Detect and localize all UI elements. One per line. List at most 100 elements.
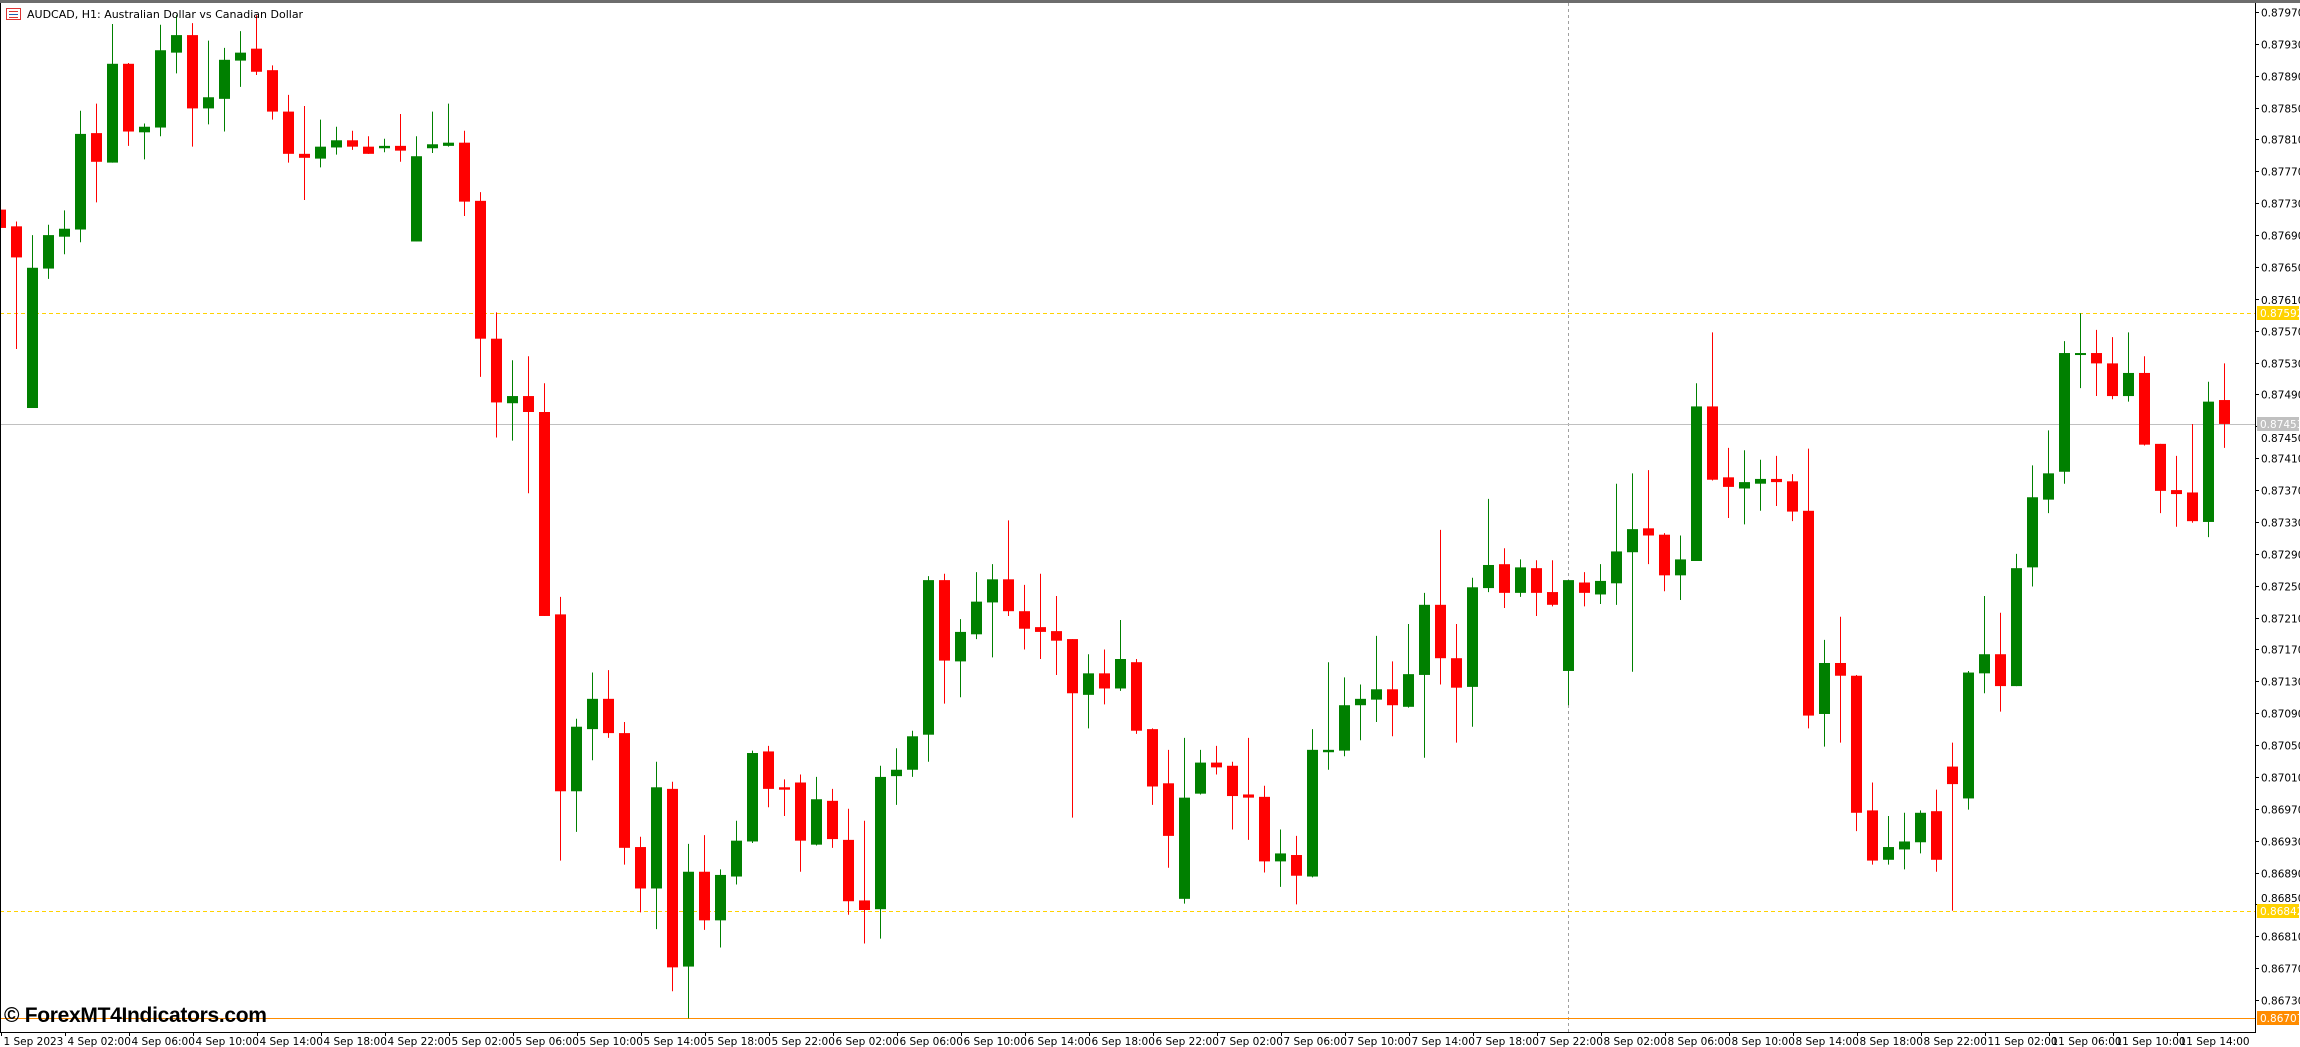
time-tick-label: 5 Sep 22:00 bbox=[772, 1036, 835, 1047]
candle-body bbox=[2059, 353, 2070, 472]
time-tick-label: 5 Sep 10:00 bbox=[580, 1036, 643, 1047]
bull-candle bbox=[1275, 829, 1286, 887]
time-axis[interactable]: 1 Sep 2023 4 Sep 02:00 4 Sep 06:00 4 Sep 10… bbox=[1, 1032, 2250, 1047]
candle-body bbox=[1563, 580, 1574, 671]
bear-candle bbox=[187, 23, 198, 147]
bull-candle bbox=[1083, 654, 1094, 729]
bear-candle bbox=[2155, 443, 2166, 514]
bull-candle bbox=[875, 765, 886, 939]
candle-body bbox=[2043, 473, 2054, 500]
bull-candle bbox=[1755, 459, 1766, 511]
candle-body bbox=[859, 900, 870, 910]
candle-body bbox=[2075, 353, 2086, 356]
candle-body bbox=[1851, 675, 1862, 813]
time-tick-label: 6 Sep 18:00 bbox=[1092, 1036, 1155, 1047]
candle-body bbox=[1275, 853, 1286, 862]
candle-body bbox=[1083, 673, 1094, 695]
bear-candle bbox=[1163, 749, 1174, 868]
bull-candle bbox=[731, 820, 742, 885]
bear-candle bbox=[859, 820, 870, 944]
bear-candle bbox=[1643, 470, 1654, 565]
bull-candle bbox=[955, 619, 966, 698]
price-level-tag-bg bbox=[2257, 306, 2299, 320]
time-tick-label: 7 Sep 14:00 bbox=[1412, 1036, 1475, 1047]
bear-candle bbox=[251, 15, 262, 75]
bull-candle bbox=[1563, 580, 1574, 706]
candle-body bbox=[651, 787, 662, 889]
bull-candle bbox=[1115, 619, 1126, 691]
candle-body bbox=[59, 228, 70, 237]
price-level-tag-bg bbox=[2257, 904, 2299, 918]
candle-body bbox=[0, 209, 6, 228]
candle-body bbox=[363, 146, 374, 154]
bull-candle bbox=[987, 564, 998, 658]
candle-body bbox=[1867, 810, 1878, 861]
time-tick-label: 6 Sep 06:00 bbox=[900, 1036, 963, 1047]
candle-body bbox=[1883, 847, 1894, 860]
candle-body bbox=[1643, 528, 1654, 536]
candle-body bbox=[875, 776, 886, 910]
candle-body bbox=[731, 840, 742, 877]
candle-body bbox=[27, 267, 38, 409]
bull-candle bbox=[139, 123, 150, 160]
bear-candle bbox=[91, 103, 102, 203]
bull-candle bbox=[571, 718, 582, 832]
time-tick-label: 11 Sep 14:00 bbox=[2180, 1036, 2250, 1047]
candle-body bbox=[715, 874, 726, 921]
bull-candle bbox=[107, 23, 118, 163]
candle-body bbox=[843, 839, 854, 902]
candle-body bbox=[2123, 372, 2134, 397]
candle-body bbox=[635, 847, 646, 889]
bear-candle bbox=[1147, 728, 1158, 805]
bull-candle bbox=[1307, 729, 1318, 878]
bear-candle bbox=[2171, 455, 2182, 527]
bear-candle bbox=[939, 573, 950, 704]
candle-body bbox=[1835, 662, 1846, 676]
bull-candle bbox=[1371, 635, 1382, 722]
bull-candle bbox=[59, 210, 70, 255]
candle-body bbox=[251, 48, 262, 72]
bull-candle bbox=[715, 869, 726, 948]
bull-candle bbox=[443, 103, 454, 147]
candle-body bbox=[1611, 551, 1622, 584]
bull-candle bbox=[747, 750, 758, 844]
candle-body bbox=[1163, 783, 1174, 836]
candle-body bbox=[1803, 510, 1814, 716]
candle-body bbox=[1691, 406, 1702, 561]
time-tick-label: 11 Sep 10:00 bbox=[2116, 1036, 2186, 1047]
bull-candle bbox=[1739, 450, 1750, 525]
bear-candle bbox=[1451, 623, 1462, 743]
time-tick-label: 5 Sep 06:00 bbox=[516, 1036, 579, 1047]
candle-body bbox=[571, 726, 582, 792]
candle-body bbox=[1947, 766, 1958, 785]
candle-body bbox=[379, 145, 390, 149]
candle-body bbox=[1451, 658, 1462, 688]
candle-body bbox=[907, 736, 918, 770]
candle-body bbox=[171, 35, 182, 53]
candle-body bbox=[1483, 564, 1494, 589]
bear-candle bbox=[1723, 447, 1734, 518]
candle-body bbox=[2139, 372, 2150, 445]
candle-body bbox=[1211, 762, 1222, 768]
time-tick-label: 6 Sep 02:00 bbox=[836, 1036, 899, 1047]
candle-body bbox=[555, 614, 566, 792]
time-tick-label: 4 Sep 14:00 bbox=[260, 1036, 323, 1047]
time-tick-label: 6 Sep 10:00 bbox=[964, 1036, 1027, 1047]
bear-candle bbox=[1387, 661, 1398, 737]
candle-body bbox=[923, 580, 934, 735]
bull-candle bbox=[2123, 332, 2134, 402]
price-levels bbox=[0, 3, 2255, 1032]
candle-body bbox=[1915, 812, 1926, 843]
bull-candle bbox=[1915, 810, 1926, 854]
bear-candle bbox=[1259, 785, 1270, 873]
bull-candle bbox=[587, 672, 598, 761]
